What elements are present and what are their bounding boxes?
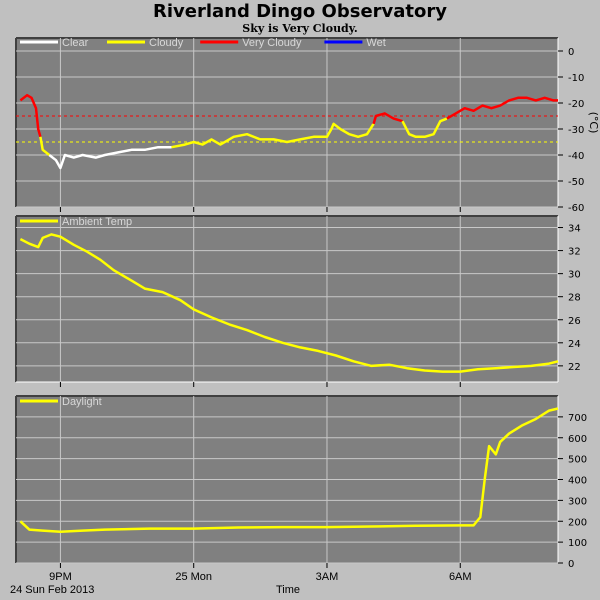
legend-label: Daylight: [62, 396, 102, 408]
y-tick-label: 30: [568, 270, 581, 281]
y-tick-label: -60: [568, 203, 584, 214]
x-tick-label: 25 Mon: [175, 571, 212, 583]
y-tick-label: 34: [568, 224, 581, 235]
series-line-cloud: [372, 112, 403, 125]
series-line-cloud: [171, 122, 375, 149]
y-tick-label: 32: [568, 247, 581, 258]
plot-area-ambient: [16, 216, 558, 382]
legend-label: Wet: [366, 37, 385, 49]
date-label: 24 Sun Feb 2013: [10, 584, 94, 596]
y-tick-label: 200: [568, 517, 587, 528]
y-tick-label: 26: [568, 316, 581, 327]
legend-label: Clear: [62, 37, 89, 49]
y-tick-label: 500: [568, 455, 587, 466]
page-title: Riverland Dingo Observatory: [152, 1, 448, 22]
series-line-cloud: [19, 93, 42, 138]
x-tick-label: 6AM: [449, 571, 472, 583]
series-line-cloud: [446, 96, 558, 120]
y-tick-label: 700: [568, 413, 587, 424]
y-tick-label: 0: [568, 559, 574, 570]
y-tick-label: 28: [568, 293, 581, 304]
page-subtitle: Sky is Very Cloudy.: [242, 22, 358, 35]
y-tick-label: -30: [568, 125, 584, 136]
y-tick-label: 22: [568, 362, 581, 373]
plot-area-cloud: [16, 38, 558, 207]
series-line-cloud: [39, 136, 51, 156]
x-tick-label: 3AM: [316, 571, 339, 583]
series-line-cloud: [48, 145, 172, 170]
y-tick-label: 100: [568, 538, 587, 549]
y-tick-label: 300: [568, 496, 587, 507]
legend-label: Very Cloudy: [242, 37, 302, 49]
y-tick-label: 400: [568, 476, 587, 487]
series-line-daylight: [19, 407, 559, 533]
y-axis-label: (°C): [587, 112, 600, 134]
series-line-cloud: [401, 117, 448, 139]
series-line-ambient: [19, 233, 559, 373]
y-tick-label: -50: [568, 177, 584, 188]
y-tick-label: -10: [568, 73, 584, 84]
legend-label: Ambient Temp: [62, 216, 132, 228]
y-tick-label: -20: [568, 99, 584, 110]
x-tick-label: 9PM: [49, 571, 72, 583]
legend-label: Cloudy: [149, 37, 184, 49]
x-axis-title: Time: [276, 584, 300, 596]
y-tick-label: 600: [568, 434, 587, 445]
y-tick-label: 24: [568, 339, 581, 350]
y-tick-label: 0: [568, 47, 574, 58]
y-tick-label: -40: [568, 151, 584, 162]
